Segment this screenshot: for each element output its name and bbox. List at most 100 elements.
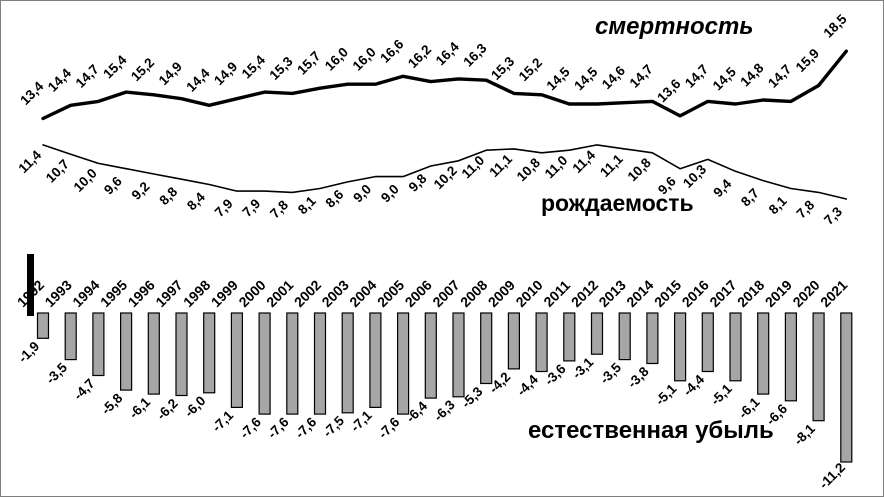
- mortality-value-label: 16,0: [322, 44, 351, 73]
- birthrate-value-label: 7,8: [793, 197, 817, 221]
- year-label: 2004: [346, 277, 379, 310]
- decline-bar: [452, 312, 465, 398]
- year-label: 1994: [69, 277, 102, 310]
- year-label: 2002: [291, 277, 324, 310]
- mortality-value-label: 14,5: [544, 64, 574, 94]
- mortality-value-label: 15,4: [100, 52, 130, 82]
- year-label: 2011: [540, 277, 573, 310]
- decline-bar: [341, 312, 354, 414]
- year-label: 2007: [429, 277, 462, 310]
- decline-value-label: -4,7: [71, 376, 98, 403]
- decline-value-label: -6,1: [126, 394, 153, 421]
- mortality-value-label: 16,6: [377, 36, 407, 66]
- decline-value-label: -7,1: [209, 407, 236, 434]
- decline-bar: [618, 312, 631, 361]
- birthrate-value-label: 10,8: [625, 155, 655, 185]
- year-label: 1998: [180, 277, 213, 310]
- mortality-value-label: 14,9: [156, 59, 185, 88]
- birthrate-value-label: 8,7: [738, 185, 762, 209]
- mortality-value-label: 15,7: [294, 48, 323, 77]
- mortality-value-label: 15,2: [516, 55, 545, 84]
- mortality-value-label: 16,0: [350, 44, 379, 73]
- decline-bar: [230, 312, 243, 409]
- mortality-value-label: 16,4: [433, 39, 463, 69]
- year-label: 2008: [457, 277, 490, 310]
- year-label: 2000: [235, 277, 268, 310]
- birthrate-value-label: 9,2: [129, 179, 153, 203]
- mortality-value-label: 14,4: [45, 65, 75, 95]
- year-label: 2005: [374, 277, 407, 310]
- decline-bar: [203, 312, 216, 394]
- birthrate-value-label: 9,4: [710, 176, 734, 200]
- decline-bar: [646, 312, 659, 365]
- year-label: 1995: [97, 277, 130, 310]
- decline-bar: [701, 312, 714, 373]
- birthrate-value-label: 10,0: [71, 166, 100, 195]
- mortality-value-label: 15,9: [793, 46, 822, 75]
- birthrate-value-label: 10,8: [514, 155, 544, 185]
- year-label: 1996: [125, 277, 158, 310]
- decline-value-label: -7,6: [265, 414, 292, 441]
- decline-value-label: -6,2: [154, 396, 181, 423]
- decline-bar: [313, 312, 327, 415]
- decline-value-label: -5,1: [652, 381, 679, 408]
- decline-bar: [258, 312, 271, 415]
- decline-bar: [119, 312, 133, 391]
- mortality-value-label: 14,4: [183, 65, 213, 95]
- mortality-value-label: 14,7: [627, 62, 656, 91]
- birthrate-value-label: 8,8: [156, 184, 180, 208]
- birthrate-value-label: 11,4: [569, 147, 598, 176]
- birthrate-value-label: 10,7: [43, 156, 72, 185]
- mortality-value-label: 15,2: [128, 55, 157, 84]
- birthrate-value-label: 8,4: [184, 189, 208, 213]
- decline-bar: [507, 312, 520, 370]
- birthrate-value-label: 9,6: [101, 173, 125, 197]
- decline-value-label: -3,5: [43, 359, 70, 386]
- year-label: 2013: [595, 277, 628, 310]
- mortality-line: [41, 49, 848, 121]
- decline-bar: [784, 312, 798, 402]
- birthrate-value-label: 8,1: [766, 193, 790, 217]
- decline-bar: [840, 312, 853, 463]
- natural-decline-label: естественная убыль: [528, 417, 774, 444]
- birthrate-line: [42, 144, 848, 200]
- decline-value-label: -7,6: [375, 414, 402, 441]
- year-label: 1999: [208, 277, 241, 310]
- decline-value-label: -7,6: [237, 414, 264, 441]
- year-label: 2017: [706, 277, 739, 310]
- decline-bar: [563, 312, 576, 362]
- year-label: 1993: [41, 277, 74, 310]
- decline-value-label: -7,6: [292, 414, 319, 441]
- decline-value-label: -7,5: [320, 413, 347, 440]
- year-label: 2012: [568, 277, 601, 310]
- year-label: 2009: [485, 277, 518, 310]
- decline-value-label: -6,3: [431, 397, 458, 424]
- decline-bar: [424, 312, 437, 399]
- birthrate-value-label: 8,6: [323, 186, 347, 210]
- year-label: 2014: [623, 277, 656, 310]
- birthrate-value-label: 10,3: [680, 161, 710, 191]
- mortality-value-label: 14,6: [599, 63, 629, 93]
- mortality-value-label: 15,3: [267, 53, 297, 83]
- mortality-value-label: 14,8: [737, 60, 767, 90]
- mortality-value-label: 15,4: [239, 52, 269, 82]
- year-label: 1997: [152, 277, 185, 310]
- year-label: 2021: [817, 277, 850, 310]
- decline-value-label: -8,1: [791, 421, 818, 448]
- decline-bar: [729, 312, 742, 382]
- year-label: 2015: [651, 277, 684, 310]
- decline-bar: [147, 312, 160, 395]
- year-label: 2003: [318, 277, 351, 310]
- decline-value-label: -1,9: [15, 339, 42, 366]
- year-label: 2018: [734, 277, 767, 310]
- year-label: 2016: [679, 277, 712, 310]
- decline-bar: [175, 312, 188, 397]
- birthrate-value-label: 8,1: [295, 193, 319, 217]
- birthrate-value-label: 11,4: [15, 147, 44, 176]
- mortality-value-label: 14,5: [710, 64, 740, 94]
- decline-bar: [590, 312, 604, 355]
- birthrate-value-label: 7,9: [239, 196, 263, 220]
- mortality-value-label: 14,7: [682, 62, 711, 91]
